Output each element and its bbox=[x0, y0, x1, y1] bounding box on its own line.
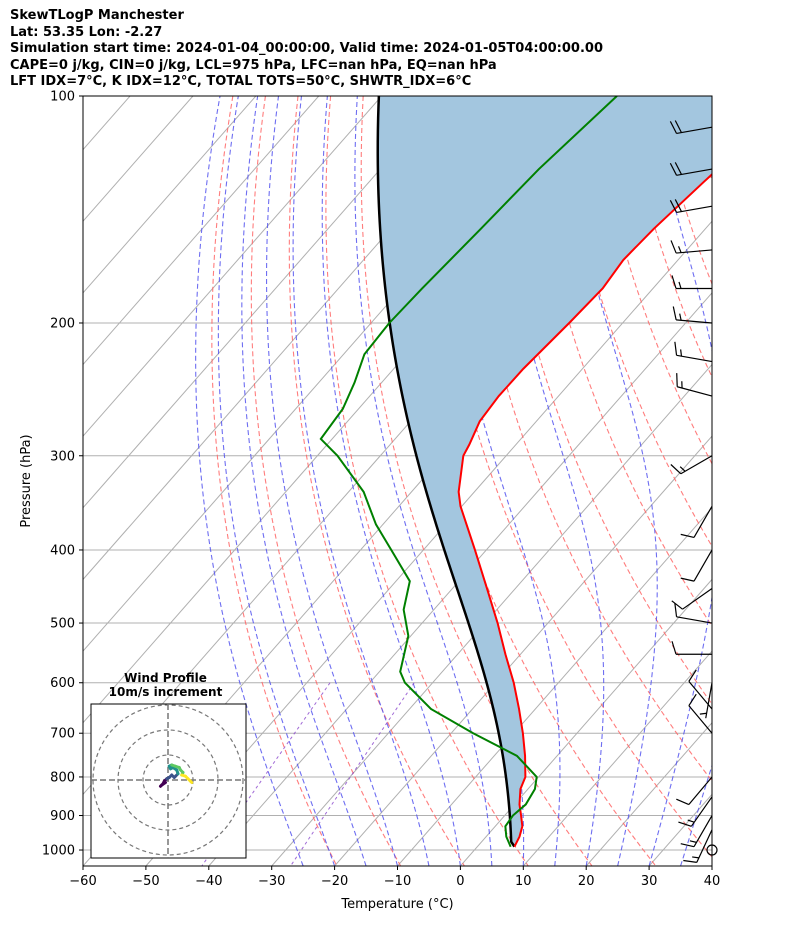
y-tick-label: 100 bbox=[50, 90, 75, 105]
wind-barb bbox=[674, 603, 713, 624]
x-tick-label: 30 bbox=[641, 874, 658, 889]
y-tick-label: 400 bbox=[50, 543, 75, 558]
moist-adiabat-line bbox=[354, 96, 493, 866]
moist-adiabat-line bbox=[680, 763, 712, 866]
moist-adiabat-line bbox=[265, 96, 399, 866]
y-tick-label: 200 bbox=[50, 316, 75, 331]
moist-adiabat-line bbox=[743, 89, 794, 866]
dry-adiabat-line bbox=[655, 96, 712, 286]
isotherm-line bbox=[460, 578, 712, 866]
x-tick-label: −10 bbox=[384, 874, 411, 889]
x-tick-label: 40 bbox=[704, 874, 721, 889]
hodograph-segment bbox=[189, 779, 194, 784]
y-tick-label: 800 bbox=[50, 770, 75, 785]
isotherm-line bbox=[83, 96, 257, 294]
isotherm-line bbox=[83, 96, 383, 437]
isotherm-line bbox=[522, 650, 712, 866]
chart-title: SkewTLogP Manchester bbox=[10, 8, 184, 23]
wind-barb bbox=[676, 373, 713, 397]
moist-adiabat-line bbox=[217, 96, 336, 866]
temperature-profile-line bbox=[457, 173, 712, 848]
dewpoint-profile-line bbox=[319, 96, 618, 848]
wind-barb bbox=[688, 693, 713, 734]
wind-barb bbox=[672, 306, 713, 324]
hodograph-title: Wind Profile bbox=[124, 671, 207, 685]
wind-barb bbox=[680, 815, 713, 848]
isotherm-line bbox=[83, 96, 445, 509]
wind-barb bbox=[671, 641, 712, 655]
wind-barb bbox=[699, 682, 713, 719]
isotherm-line bbox=[83, 96, 320, 366]
moist-adiabat-line bbox=[711, 864, 712, 866]
y-tick-label: 700 bbox=[50, 727, 75, 742]
wind-barb bbox=[680, 549, 713, 582]
x-tick-label: −20 bbox=[321, 874, 348, 889]
wind-barb bbox=[669, 162, 713, 176]
y-tick-label: 1000 bbox=[42, 844, 75, 859]
x-tick-label: 20 bbox=[578, 874, 595, 889]
dry-adiabat-line bbox=[754, 96, 794, 866]
dry-adiabat-line bbox=[288, 96, 465, 866]
moist-adiabat-line bbox=[241, 96, 367, 866]
isotherm-line bbox=[271, 363, 712, 866]
hodograph-subtitle: 10m/s increment bbox=[109, 685, 223, 699]
y-tick-label: 500 bbox=[50, 617, 75, 632]
wind-barb bbox=[671, 275, 712, 290]
instability-indices-line: CAPE=0 j/kg, CIN=0 j/kg, LCL=975 hPa, LF… bbox=[10, 57, 497, 73]
wind-barb bbox=[683, 829, 713, 863]
x-tick-label: −40 bbox=[195, 874, 222, 889]
wind-barb bbox=[669, 199, 713, 214]
dry-adiabat-line bbox=[787, 96, 794, 866]
parcel-profile-line bbox=[376, 96, 516, 848]
mixing-ratio-line bbox=[290, 682, 415, 866]
dry-adiabat-line bbox=[250, 96, 402, 866]
parcel-shaded-area bbox=[377, 96, 712, 847]
moist-adiabat-line bbox=[558, 96, 658, 866]
x-tick-label: −60 bbox=[69, 874, 96, 889]
stability-indices-line: LFT IDX=7°C, K IDX=12°C, TOTAL TOTS=50°C… bbox=[10, 74, 472, 89]
wind-barb bbox=[670, 240, 713, 254]
wind-barb bbox=[669, 120, 713, 135]
wind-barb bbox=[678, 796, 713, 827]
wind-barb bbox=[671, 588, 713, 610]
isotherm-line bbox=[711, 865, 712, 866]
x-axis-label: Temperature (°C) bbox=[340, 897, 453, 912]
wind-barb bbox=[676, 776, 713, 806]
y-axis-label: Pressure (hPa) bbox=[19, 434, 34, 527]
dry-adiabat-line bbox=[722, 96, 794, 866]
dry-adiabat-line bbox=[688, 96, 712, 183]
wind-barb bbox=[680, 505, 713, 539]
wind-barb bbox=[706, 844, 718, 856]
y-tick-label: 900 bbox=[50, 809, 75, 824]
wind-barb bbox=[674, 341, 713, 363]
location-line: Lat: 53.35 Lon: -2.27 bbox=[10, 24, 163, 40]
x-tick-label: −50 bbox=[132, 874, 159, 889]
isotherm-line bbox=[585, 721, 712, 866]
isotherm-line bbox=[145, 220, 712, 866]
chart-header: SkewTLogP Manchester Lat: 53.35 Lon: -2.… bbox=[10, 8, 603, 91]
wind-barb bbox=[670, 455, 713, 475]
moist-adiabat-line bbox=[648, 96, 712, 866]
isotherm-line bbox=[334, 435, 712, 866]
x-tick-label: 10 bbox=[515, 874, 532, 889]
dry-adiabat-line bbox=[211, 96, 338, 866]
isotherm-line bbox=[208, 292, 712, 866]
x-tick-label: 0 bbox=[456, 874, 464, 889]
y-tick-label: 600 bbox=[50, 676, 75, 691]
x-tick-label: −30 bbox=[258, 874, 285, 889]
moist-adiabat-line bbox=[195, 96, 304, 866]
simulation-time-line: Simulation start time: 2024-01-04_00:00:… bbox=[10, 41, 603, 56]
y-tick-label: 300 bbox=[50, 449, 75, 464]
